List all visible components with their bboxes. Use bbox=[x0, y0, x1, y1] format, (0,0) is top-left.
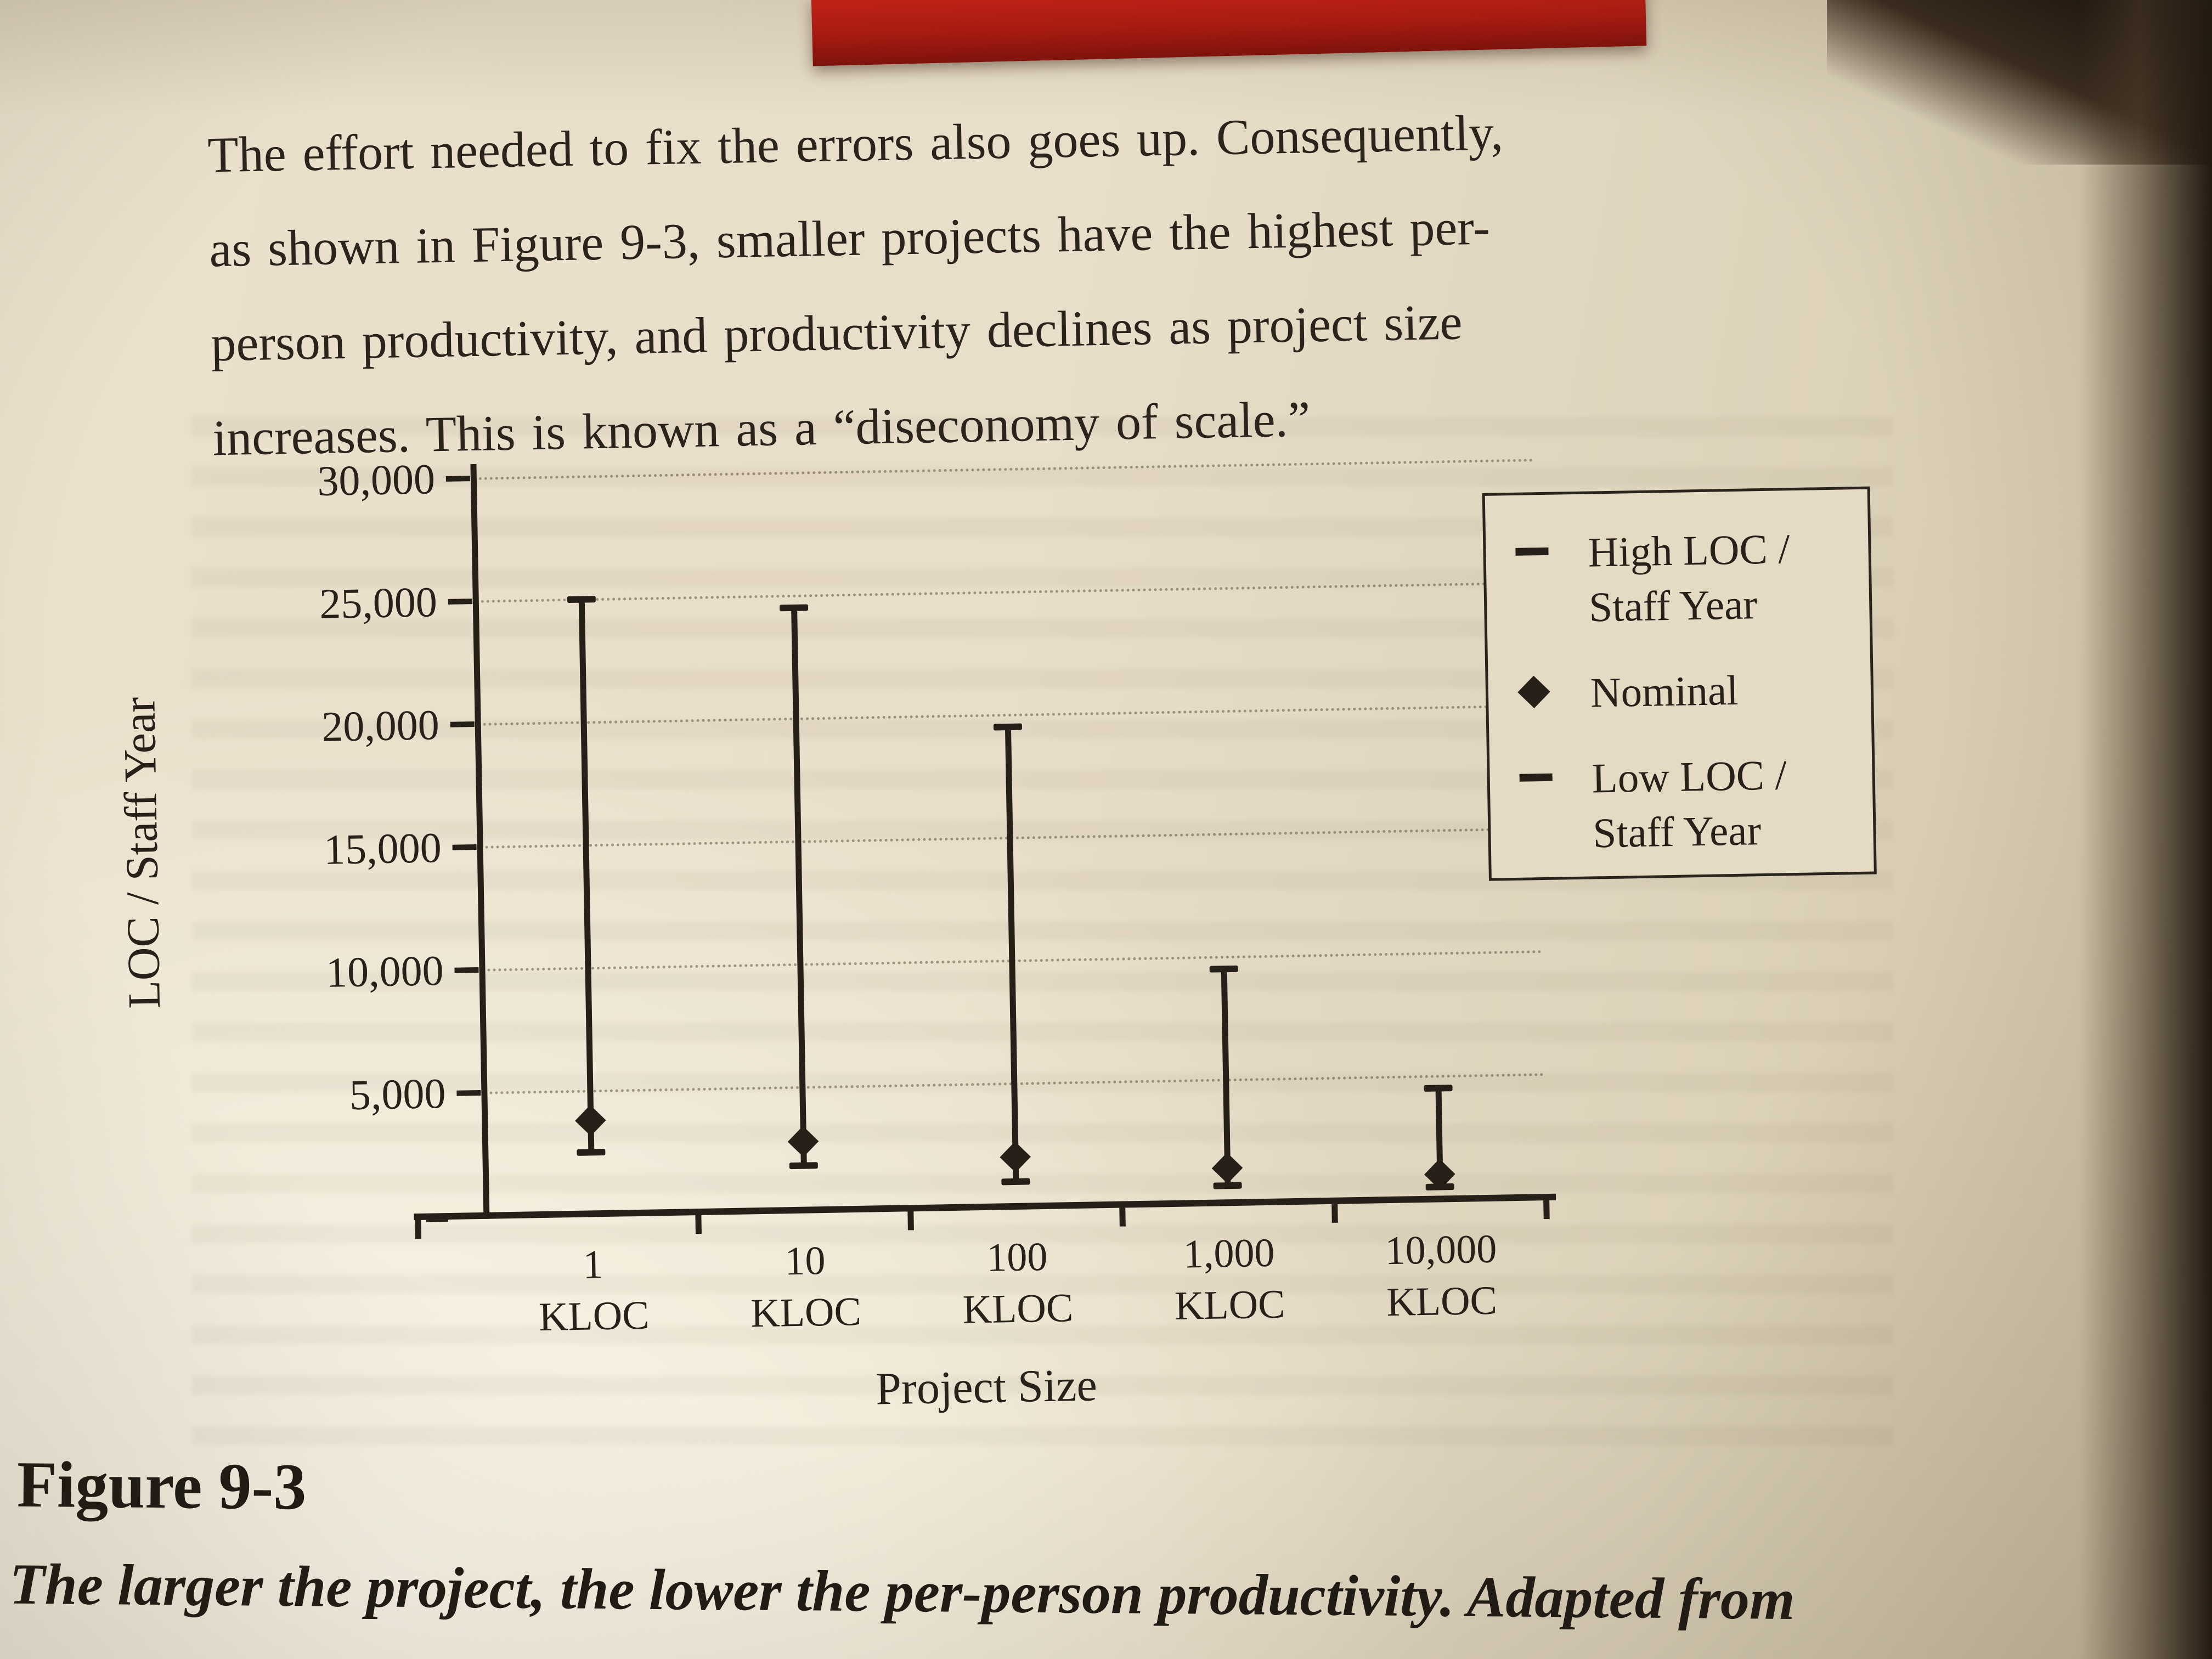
page-edge-shadow-right bbox=[2079, 0, 2212, 1659]
figure-caption: The larger the project, the lower the pe… bbox=[9, 1551, 1796, 1632]
figure-label: Figure 9-3 bbox=[16, 1447, 307, 1523]
